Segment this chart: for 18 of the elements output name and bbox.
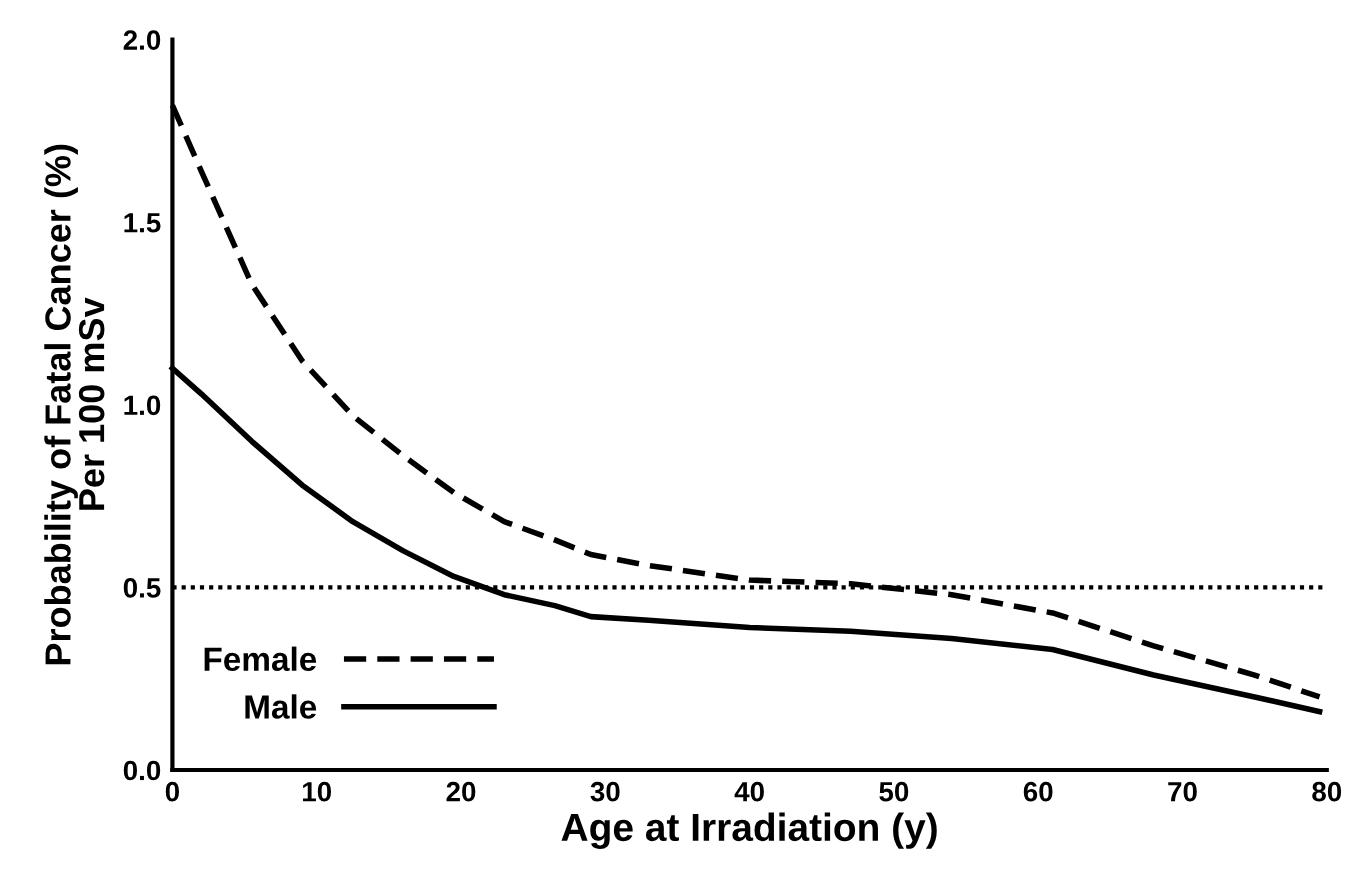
x-tick-label: 60 xyxy=(1023,781,1053,802)
y-tick-label: 0.5 xyxy=(123,578,161,598)
y-tick-label: 1.5 xyxy=(124,213,161,233)
legend-label: Female xyxy=(204,646,317,672)
x-tick-label: 80 xyxy=(1312,781,1342,802)
y-axis-title: Probability of Fatal Cancer (%) Per 100 mSv xyxy=(44,144,105,665)
x-tick-label: 30 xyxy=(590,781,620,802)
legend-label: Male xyxy=(245,694,317,719)
x-tick-label: 0 xyxy=(165,781,179,802)
x-tick-label: 40 xyxy=(734,781,764,802)
x-tick-label: 70 xyxy=(1168,781,1197,802)
x-axis-title: Age at Irradiation (y) xyxy=(561,812,937,849)
y-tick-label: 2.0 xyxy=(123,30,161,50)
x-tick-label: 50 xyxy=(879,781,909,802)
x-tick-label: 10 xyxy=(303,781,332,802)
y-tick-label: 0.0 xyxy=(123,760,161,781)
y-tick-label: 1.0 xyxy=(124,395,161,416)
x-tick-label: 20 xyxy=(446,781,476,802)
